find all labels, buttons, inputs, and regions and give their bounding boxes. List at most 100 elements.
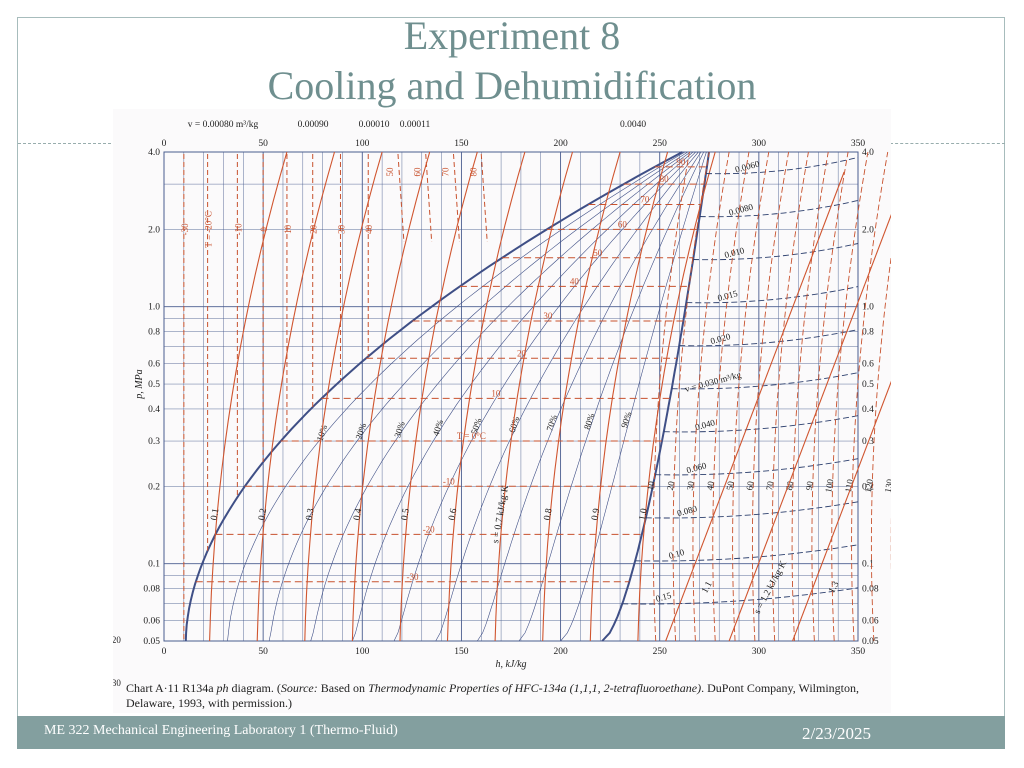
vapor-isochore xyxy=(679,329,859,347)
p-tick-label-right: 2.0 xyxy=(862,225,874,235)
quality-line xyxy=(518,151,704,642)
dome-isotherm-label: 60 xyxy=(618,219,628,229)
liquid-isotherm-label: -30 xyxy=(180,223,190,235)
p-tick-label-left: 1.0 xyxy=(148,303,160,313)
quality-label: 50% xyxy=(469,416,484,435)
vapor-isotherm xyxy=(831,151,869,642)
vapor-isotherm xyxy=(712,151,750,642)
entropy-line xyxy=(399,151,478,642)
p-tick-label-left: 0.6 xyxy=(148,360,160,370)
vapor-isotherm-label: 80 xyxy=(784,480,795,491)
figure-caption: Chart A·11 R134a ph diagram. (Source: Ba… xyxy=(126,681,866,711)
vapor-isochore xyxy=(655,458,859,476)
vapor-isochore xyxy=(699,200,859,218)
liquid-isotherm-label: 10 xyxy=(283,224,293,234)
p-tick-label-right: 0.6 xyxy=(862,360,874,370)
quality-line xyxy=(393,151,696,642)
vapor-isochore-label: 0.15 xyxy=(655,590,673,604)
plot-area xyxy=(163,151,859,642)
quality-label: 40% xyxy=(431,418,446,437)
entropy-label: 0.2 xyxy=(257,507,269,521)
liquid-isotherm-label: T = -20°C xyxy=(204,211,214,248)
liquid-isotherm-label: 0 xyxy=(259,227,269,232)
vapor-isochore xyxy=(635,544,859,562)
top-volume-label: 0.0040 xyxy=(620,120,646,130)
entropy-line xyxy=(637,151,716,642)
dome-isotherm-label: -10 xyxy=(443,476,455,486)
vapor-isotherm xyxy=(791,151,829,642)
p-tick-label-right: 0.2 xyxy=(862,482,874,492)
p-tick-label-right: 0.08 xyxy=(862,585,879,595)
quality-label: 80% xyxy=(582,411,597,430)
top-isotherm xyxy=(397,153,405,243)
h-tick-label-top: 50 xyxy=(258,139,268,149)
top-volume-label: 0.00011 xyxy=(400,120,431,130)
h-tick-label-bottom: 0 xyxy=(162,647,167,657)
vapor-isochore-label: 0.30 xyxy=(113,678,121,688)
liquid-isotherm-label: 30 xyxy=(336,224,346,234)
quality-label: 60% xyxy=(507,415,522,434)
footer-course-title: ME 322 Mechanical Engineering Laboratory… xyxy=(44,723,398,738)
dome-isotherm-label: 80 xyxy=(660,174,670,184)
dome-isotherm-label: T = 0°C xyxy=(457,431,486,441)
vapor-isotherm xyxy=(811,151,849,642)
entropy-label: 0.4 xyxy=(352,507,364,521)
entropy-label: 0.9 xyxy=(590,507,602,521)
entropy-label: 0.3 xyxy=(305,507,317,521)
top-volume-label: 0.00090 xyxy=(298,120,329,130)
p-tick-label-right: 1.0 xyxy=(862,303,874,313)
quality-line xyxy=(268,151,688,642)
h-tick-label-bottom: 100 xyxy=(355,647,370,657)
p-tick-label-right: 0.06 xyxy=(862,617,879,627)
top-isotherm xyxy=(425,153,433,243)
h-tick-label-top: 100 xyxy=(355,139,370,149)
vapor-isotherm xyxy=(771,151,809,642)
quality-line xyxy=(310,151,691,642)
entropy-line xyxy=(446,151,526,642)
caption-rest: . DuPont Company, Wilmington, Delaware, … xyxy=(126,681,859,710)
p-tick-label-left: 2.0 xyxy=(148,225,160,235)
p-tick-label-left: 0.05 xyxy=(143,637,160,647)
vapor-isotherm-label: 70 xyxy=(764,480,775,491)
quality-line xyxy=(435,151,699,642)
entropy-label: 0.6 xyxy=(448,507,460,521)
quality-line xyxy=(352,151,694,642)
h-tick-label-top: 300 xyxy=(752,139,767,149)
h-tick-label-bottom: 200 xyxy=(553,647,568,657)
dome-isotherm-label: -30 xyxy=(407,572,419,582)
vapor-isotherm xyxy=(751,151,790,642)
slide-title-line-1: Experiment 8 xyxy=(403,13,621,58)
vapor-isotherm xyxy=(732,151,770,642)
y-axis-label: p, MPa xyxy=(134,369,145,399)
dome-isotherm-label: 50 xyxy=(593,248,603,258)
top-volume-label: v = 0.00080 m³/kg xyxy=(188,120,259,130)
h-tick-label-top: 200 xyxy=(553,139,568,149)
dome-isotherm-label: 20 xyxy=(517,348,527,358)
entropy-line xyxy=(304,151,383,642)
dome-isotherm-label: 90 xyxy=(676,157,686,167)
entropy-line xyxy=(256,151,336,642)
quality-label: 90% xyxy=(619,410,634,429)
p-tick-label-right: 0.5 xyxy=(862,380,874,390)
vapor-isotherm xyxy=(672,151,710,642)
vapor-isochore xyxy=(622,587,859,605)
h-tick-label-bottom: 300 xyxy=(752,647,767,657)
p-tick-label-right: 0.1 xyxy=(862,560,874,570)
entropy-line xyxy=(494,151,574,642)
top-volume-label: 0.00010 xyxy=(359,120,390,130)
p-tick-label-left: 4.0 xyxy=(148,148,160,158)
liquid-isotherm-label: 40 xyxy=(364,224,374,234)
h-tick-label-bottom: 350 xyxy=(851,647,866,657)
entropy-label: 0.5 xyxy=(400,507,412,521)
h-tick-label-bottom: 250 xyxy=(653,647,668,657)
vapor-isochore-label: 0.20 xyxy=(113,635,121,645)
caption-prefix: Chart A·11 R134a xyxy=(126,681,217,695)
vapor-isotherm-label: 40 xyxy=(705,480,716,491)
quality-line xyxy=(227,151,686,642)
dome-isotherm-label: 30 xyxy=(543,311,553,321)
p-tick-label-left: 0.1 xyxy=(148,560,160,570)
vapor-isochore xyxy=(705,157,859,175)
dome-isotherm-label: 40 xyxy=(570,276,580,286)
top-isotherm xyxy=(452,153,460,243)
p-tick-label-left: 0.08 xyxy=(143,585,160,595)
